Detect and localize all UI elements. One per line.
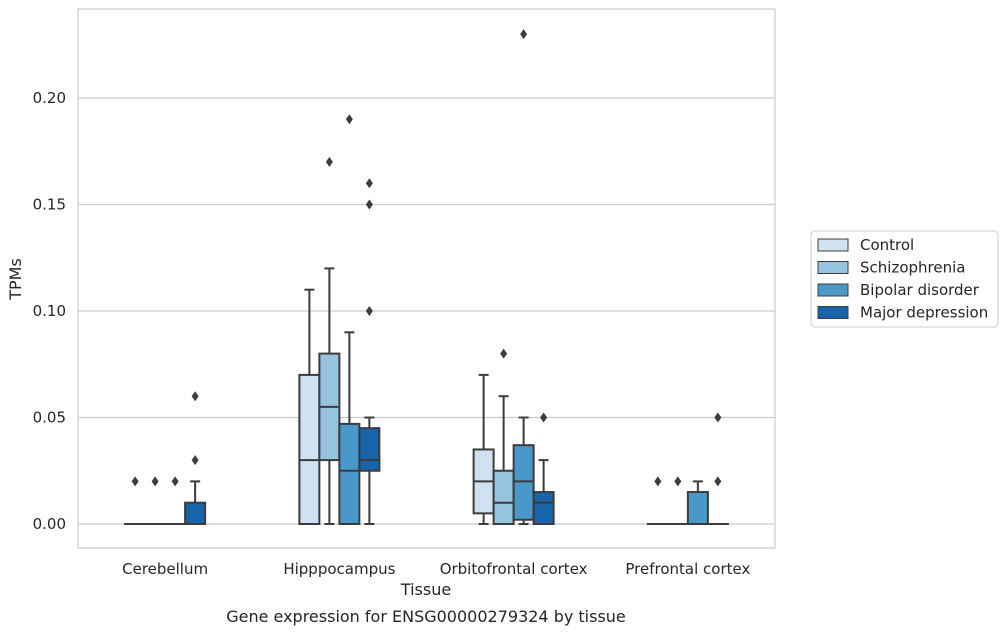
legend-label: Control bbox=[860, 236, 914, 254]
box-iqr bbox=[338, 422, 361, 526]
y-axis-title: TPMs bbox=[6, 258, 25, 301]
x-tick-label: Orbitofrontal cortex bbox=[440, 560, 588, 578]
legend-swatch bbox=[817, 238, 849, 252]
legend-label: Bipolar disorder bbox=[860, 281, 980, 299]
y-tick-label: 0.00 bbox=[33, 515, 66, 533]
outlier-point bbox=[131, 476, 139, 487]
x-tick-label: Prefrontal cortex bbox=[625, 560, 750, 578]
boxes bbox=[124, 29, 729, 526]
outlier-point bbox=[365, 306, 373, 316]
y-tick-label: 0.15 bbox=[33, 196, 66, 214]
box-bipolar-disorder bbox=[512, 29, 535, 525]
box-schizophrenia bbox=[666, 476, 689, 526]
y-tick-label: 0.10 bbox=[33, 302, 66, 320]
box-iqr bbox=[686, 491, 709, 525]
x-tick-label: Hipppocampus bbox=[283, 560, 395, 578]
box-control bbox=[646, 476, 669, 526]
gridlines bbox=[78, 97, 775, 525]
outlier-point bbox=[191, 455, 199, 466]
box-major-depression bbox=[184, 391, 207, 526]
box-schizophrenia bbox=[144, 476, 167, 526]
box-iqr bbox=[512, 444, 535, 521]
box-bipolar-disorder bbox=[338, 114, 361, 526]
outlier-point bbox=[674, 476, 682, 487]
legend-swatch bbox=[817, 261, 849, 274]
outlier-point bbox=[540, 412, 548, 423]
box-iqr bbox=[532, 491, 555, 525]
outlier-point bbox=[171, 476, 179, 487]
x-tick-label: Cerebellum bbox=[122, 560, 208, 578]
legend: Control Schizophrenia Bipolar disorder Majo… bbox=[810, 230, 999, 328]
legend-swatch bbox=[817, 306, 849, 319]
legend-frame bbox=[810, 230, 999, 328]
outlier-point bbox=[365, 178, 373, 189]
legend-swatch bbox=[817, 283, 849, 297]
outlier-point bbox=[325, 156, 333, 167]
box-iqr bbox=[298, 373, 321, 525]
outlier-point bbox=[345, 114, 353, 125]
y-tick-label: 0.05 bbox=[33, 409, 66, 427]
outlier-point bbox=[151, 476, 159, 487]
outlier-point bbox=[714, 412, 722, 423]
box-major-depression bbox=[358, 178, 381, 525]
box-bipolar-disorder bbox=[686, 480, 709, 525]
x-axis-title: Tissue bbox=[400, 580, 451, 599]
box-major-depression bbox=[532, 412, 555, 525]
box-control bbox=[298, 288, 321, 525]
y-tick-label: 0.20 bbox=[33, 89, 66, 107]
box-iqr bbox=[492, 469, 515, 525]
box-control bbox=[472, 373, 495, 525]
plot-area-frame bbox=[77, 8, 776, 549]
outlier-point bbox=[500, 348, 508, 359]
legend-label: Schizophrenia bbox=[860, 259, 965, 277]
box-iqr bbox=[358, 427, 381, 472]
outlier-point bbox=[654, 476, 662, 487]
box-bipolar-disorder bbox=[164, 476, 187, 526]
chart-caption: Gene expression for ENSG00000279324 by t… bbox=[226, 607, 626, 626]
box-major-depression bbox=[706, 412, 729, 526]
box-iqr bbox=[184, 501, 207, 526]
legend-label: Major depression bbox=[860, 304, 988, 322]
y-tick-labels: 0.00 0.05 0.10 0.15 0.20 bbox=[33, 89, 66, 533]
x-tick-labels: Cerebellum Hipppocampus Orbitofrontal cort… bbox=[122, 560, 750, 578]
outlier-point bbox=[714, 476, 722, 487]
box-control bbox=[124, 476, 147, 526]
outlier-point bbox=[191, 391, 199, 402]
outlier-point bbox=[520, 29, 528, 40]
outlier-point bbox=[365, 199, 373, 210]
box-schizophrenia bbox=[492, 348, 515, 525]
box-schizophrenia bbox=[318, 156, 341, 525]
